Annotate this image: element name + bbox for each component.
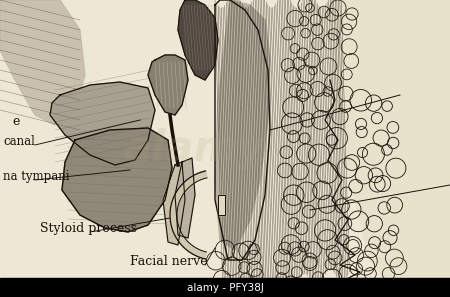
Text: na tympani: na tympani xyxy=(3,170,69,183)
Text: alamy - PFY38J: alamy - PFY38J xyxy=(187,283,263,293)
Polygon shape xyxy=(178,0,218,80)
Polygon shape xyxy=(0,0,85,125)
Text: alamy: alamy xyxy=(123,127,264,170)
Text: Styloid process: Styloid process xyxy=(40,222,137,235)
Polygon shape xyxy=(330,0,450,297)
Text: Facial nerve: Facial nerve xyxy=(130,255,207,268)
Polygon shape xyxy=(148,55,188,115)
Bar xyxy=(218,195,225,215)
Polygon shape xyxy=(163,162,185,245)
Text: canal: canal xyxy=(3,135,35,148)
Bar xyxy=(0,278,450,297)
Polygon shape xyxy=(62,128,172,232)
Polygon shape xyxy=(50,82,155,165)
Text: e: e xyxy=(12,115,19,128)
Polygon shape xyxy=(175,158,195,238)
Polygon shape xyxy=(215,0,270,250)
Polygon shape xyxy=(170,171,207,259)
Bar xyxy=(218,195,225,215)
